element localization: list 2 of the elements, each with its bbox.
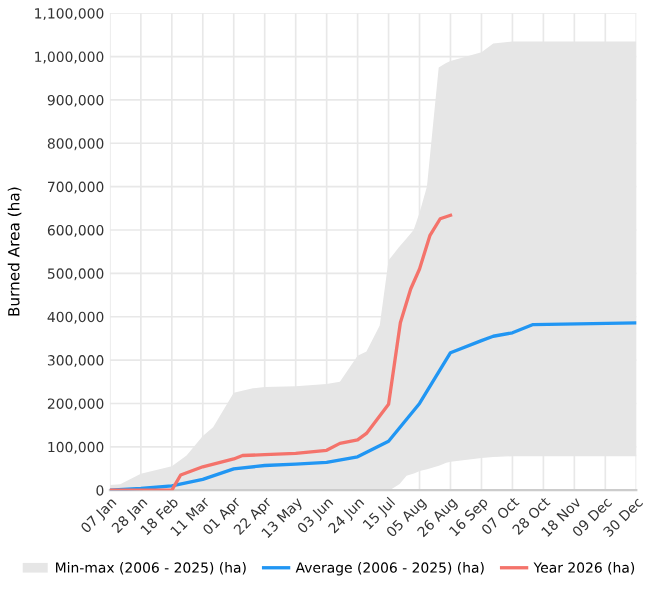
line-series (109, 213, 453, 491)
line-series (109, 321, 637, 491)
